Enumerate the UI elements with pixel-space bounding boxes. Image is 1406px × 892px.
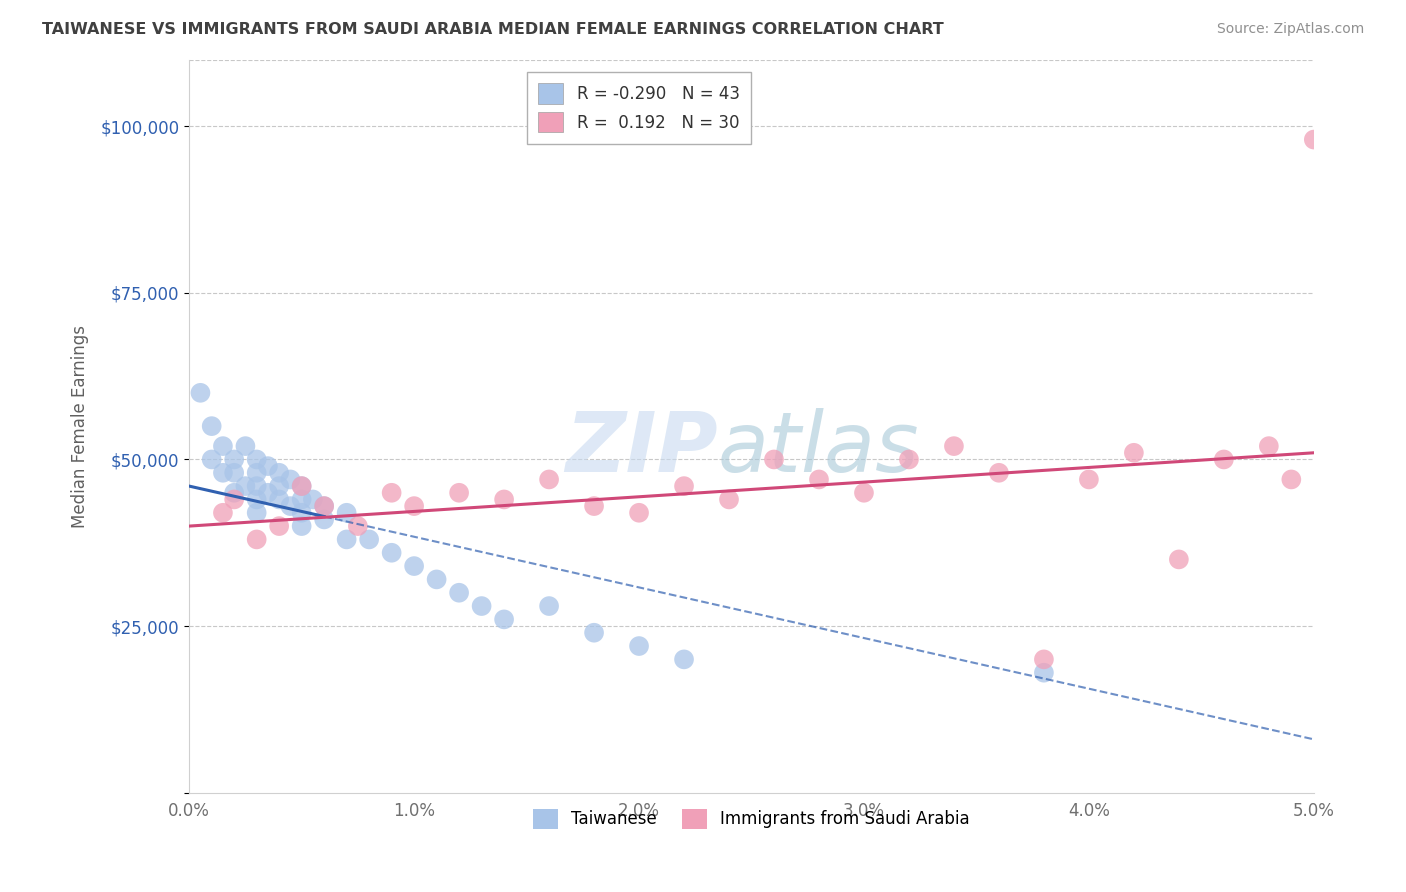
Point <box>257 485 280 500</box>
Point <box>471 599 494 613</box>
Point <box>336 506 359 520</box>
Point <box>235 439 257 453</box>
Point <box>381 546 404 560</box>
Point <box>426 573 449 587</box>
Text: Source: ZipAtlas.com: Source: ZipAtlas.com <box>1216 22 1364 37</box>
Point <box>347 519 370 533</box>
Point <box>280 499 302 513</box>
Point <box>336 533 359 547</box>
Point <box>314 499 336 513</box>
Point <box>246 506 269 520</box>
Text: atlas: atlas <box>718 408 920 489</box>
Point <box>314 512 336 526</box>
Point <box>291 479 314 493</box>
Point <box>246 452 269 467</box>
Point <box>673 652 696 666</box>
Point <box>314 499 336 513</box>
Point <box>291 479 314 493</box>
Point <box>987 466 1010 480</box>
Point <box>291 519 314 533</box>
Point <box>583 499 606 513</box>
Point <box>404 559 426 574</box>
Point <box>942 439 965 453</box>
Point <box>269 466 291 480</box>
Point <box>762 452 785 467</box>
Point <box>246 479 269 493</box>
Point <box>494 492 516 507</box>
Point <box>1077 472 1099 486</box>
Point <box>235 479 257 493</box>
Point <box>246 533 269 547</box>
Point <box>897 452 920 467</box>
Point <box>291 506 314 520</box>
Point <box>302 492 325 507</box>
Point <box>1212 452 1234 467</box>
Point <box>583 625 606 640</box>
Point <box>201 419 224 434</box>
Point <box>1122 446 1144 460</box>
Point <box>807 472 830 486</box>
Point <box>1032 665 1054 680</box>
Point <box>673 479 696 493</box>
Point <box>852 485 875 500</box>
Point <box>224 452 246 467</box>
Point <box>538 472 561 486</box>
Point <box>538 599 561 613</box>
Point <box>212 466 235 480</box>
Point <box>381 485 404 500</box>
Point <box>1257 439 1279 453</box>
Point <box>190 385 212 400</box>
Point <box>1302 132 1324 146</box>
Point <box>257 459 280 474</box>
Point <box>201 452 224 467</box>
Point <box>246 466 269 480</box>
Point <box>1279 472 1302 486</box>
Point <box>628 506 651 520</box>
Point <box>628 639 651 653</box>
Legend: Taiwanese, Immigrants from Saudi Arabia: Taiwanese, Immigrants from Saudi Arabia <box>526 802 977 836</box>
Text: ZIP: ZIP <box>565 408 718 489</box>
Point <box>280 472 302 486</box>
Point <box>224 492 246 507</box>
Point <box>246 492 269 507</box>
Point <box>212 506 235 520</box>
Point <box>224 485 246 500</box>
Point <box>269 479 291 493</box>
Point <box>291 492 314 507</box>
Text: TAIWANESE VS IMMIGRANTS FROM SAUDI ARABIA MEDIAN FEMALE EARNINGS CORRELATION CHA: TAIWANESE VS IMMIGRANTS FROM SAUDI ARABI… <box>42 22 943 37</box>
Point <box>212 439 235 453</box>
Point <box>359 533 381 547</box>
Point <box>494 612 516 626</box>
Point <box>269 519 291 533</box>
Y-axis label: Median Female Earnings: Median Female Earnings <box>72 325 89 528</box>
Point <box>1032 652 1054 666</box>
Point <box>449 485 471 500</box>
Point <box>1167 552 1189 566</box>
Point <box>718 492 741 507</box>
Point <box>269 492 291 507</box>
Point <box>224 466 246 480</box>
Point <box>404 499 426 513</box>
Point <box>449 585 471 599</box>
